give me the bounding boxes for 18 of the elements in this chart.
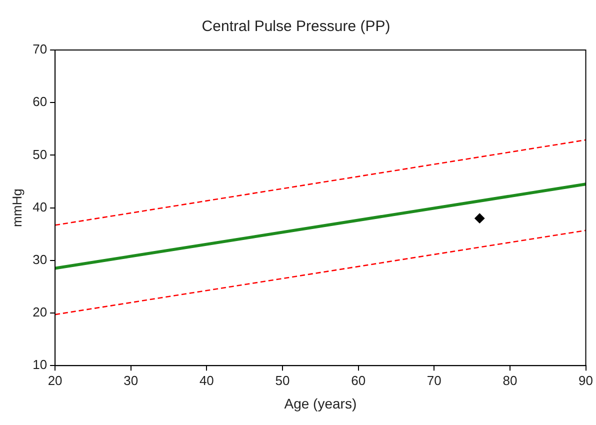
y-tick-label: 20 (32, 304, 48, 320)
y-tick-label: 30 (32, 252, 48, 267)
x-tick-label: 20 (48, 372, 62, 388)
y-axis-title: mmHg (9, 188, 24, 227)
x-tick-label: 40 (199, 372, 214, 388)
y-tick-label: 70 (32, 42, 48, 57)
x-tick-label: 70 (426, 372, 442, 388)
x-axis-title: Age (years) (284, 395, 357, 412)
x-tick-label: 30 (124, 372, 138, 388)
y-tick-label: 60 (32, 94, 48, 110)
y-tick-label: 50 (32, 146, 48, 162)
x-tick-label: 80 (502, 372, 518, 388)
x-tick-label: 50 (275, 372, 290, 388)
y-tick-label: 40 (32, 199, 48, 214)
x-tick-label: 60 (351, 372, 366, 388)
x-tick-label: 90 (578, 372, 594, 388)
y-tick-label: 10 (32, 357, 48, 372)
chart-title: Central Pulse Pressure (PP) (202, 18, 390, 36)
